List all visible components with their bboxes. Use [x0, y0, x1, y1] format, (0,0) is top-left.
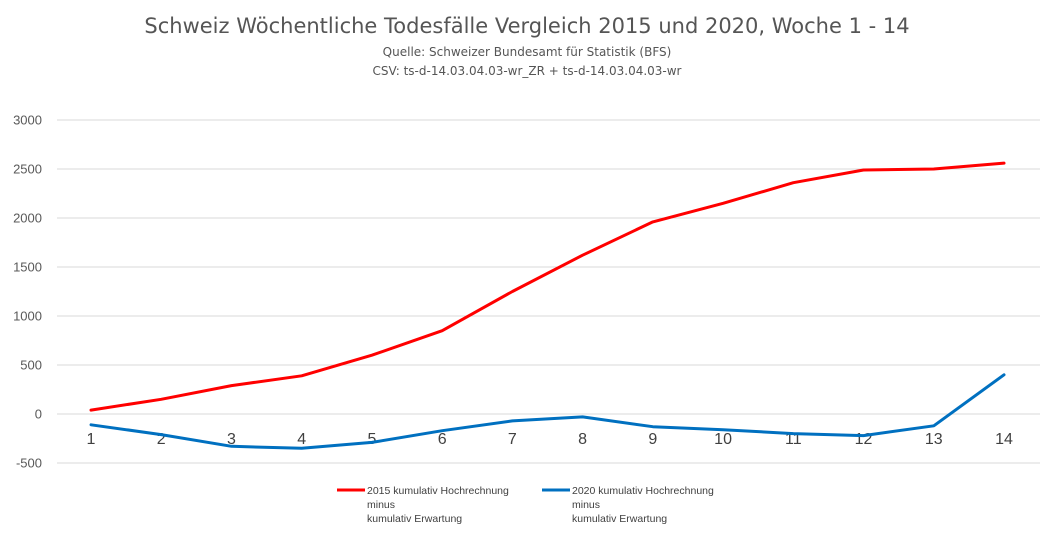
legend: 2015 kumulativ Hochrechnung minus kumulati… [337, 485, 714, 525]
y-tick-label: 3000 [13, 113, 42, 128]
x-tick-label: 10 [714, 431, 732, 448]
y-tick-label: 0 [35, 407, 42, 422]
chart-subtitle-source: Quelle: Schweizer Bundesamt für Statisti… [383, 45, 672, 59]
chart-title: Schweiz Wöchentliche Todesfälle Vergleic… [144, 14, 909, 38]
y-tick-label: 2000 [13, 211, 42, 226]
x-tick-label: 1 [87, 431, 96, 448]
x-tick-label: 2 [157, 431, 166, 448]
y-tick-label: 1000 [13, 309, 42, 324]
y-tick-label: 500 [20, 358, 42, 373]
legend-label-2: 2020 kumulativ Hochrechnung [572, 485, 714, 497]
x-tick-label: 11 [785, 431, 802, 448]
legend-label-1: 2015 kumulativ Hochrechnung [367, 485, 509, 497]
x-tick-label: 9 [648, 431, 657, 448]
x-tick-label: 7 [508, 431, 517, 448]
y-tick-label: 2500 [13, 162, 42, 177]
chart-subtitle-csv: CSV: ts-d-14.03.04.03-wr_ZR + ts-d-14.03… [373, 64, 682, 78]
x-tick-label: 6 [438, 431, 447, 448]
x-tick-label: 14 [995, 431, 1013, 448]
x-tick-label: 4 [297, 431, 306, 448]
y-tick-label: 1500 [13, 260, 42, 275]
legend-label-1: minus [367, 499, 395, 511]
series-line-2 [89, 373, 1006, 450]
x-tick-label: 3 [227, 431, 236, 448]
y-tick-label: -500 [16, 456, 42, 471]
x-tick-label: 5 [367, 431, 376, 448]
legend-label-2: minus [572, 499, 600, 511]
legend-label-2: kumulativ Erwartung [572, 513, 667, 525]
x-tick-label: 13 [925, 431, 943, 448]
series-line-1 [89, 161, 1006, 412]
x-tick-label: 8 [578, 431, 587, 448]
legend-label-1: kumulativ Erwartung [367, 513, 462, 525]
plot-area: 3000 2500 2000 1500 1000 500 0 -500 1 2 3 4 5 6 7 8 9 10 1… [13, 113, 1040, 471]
